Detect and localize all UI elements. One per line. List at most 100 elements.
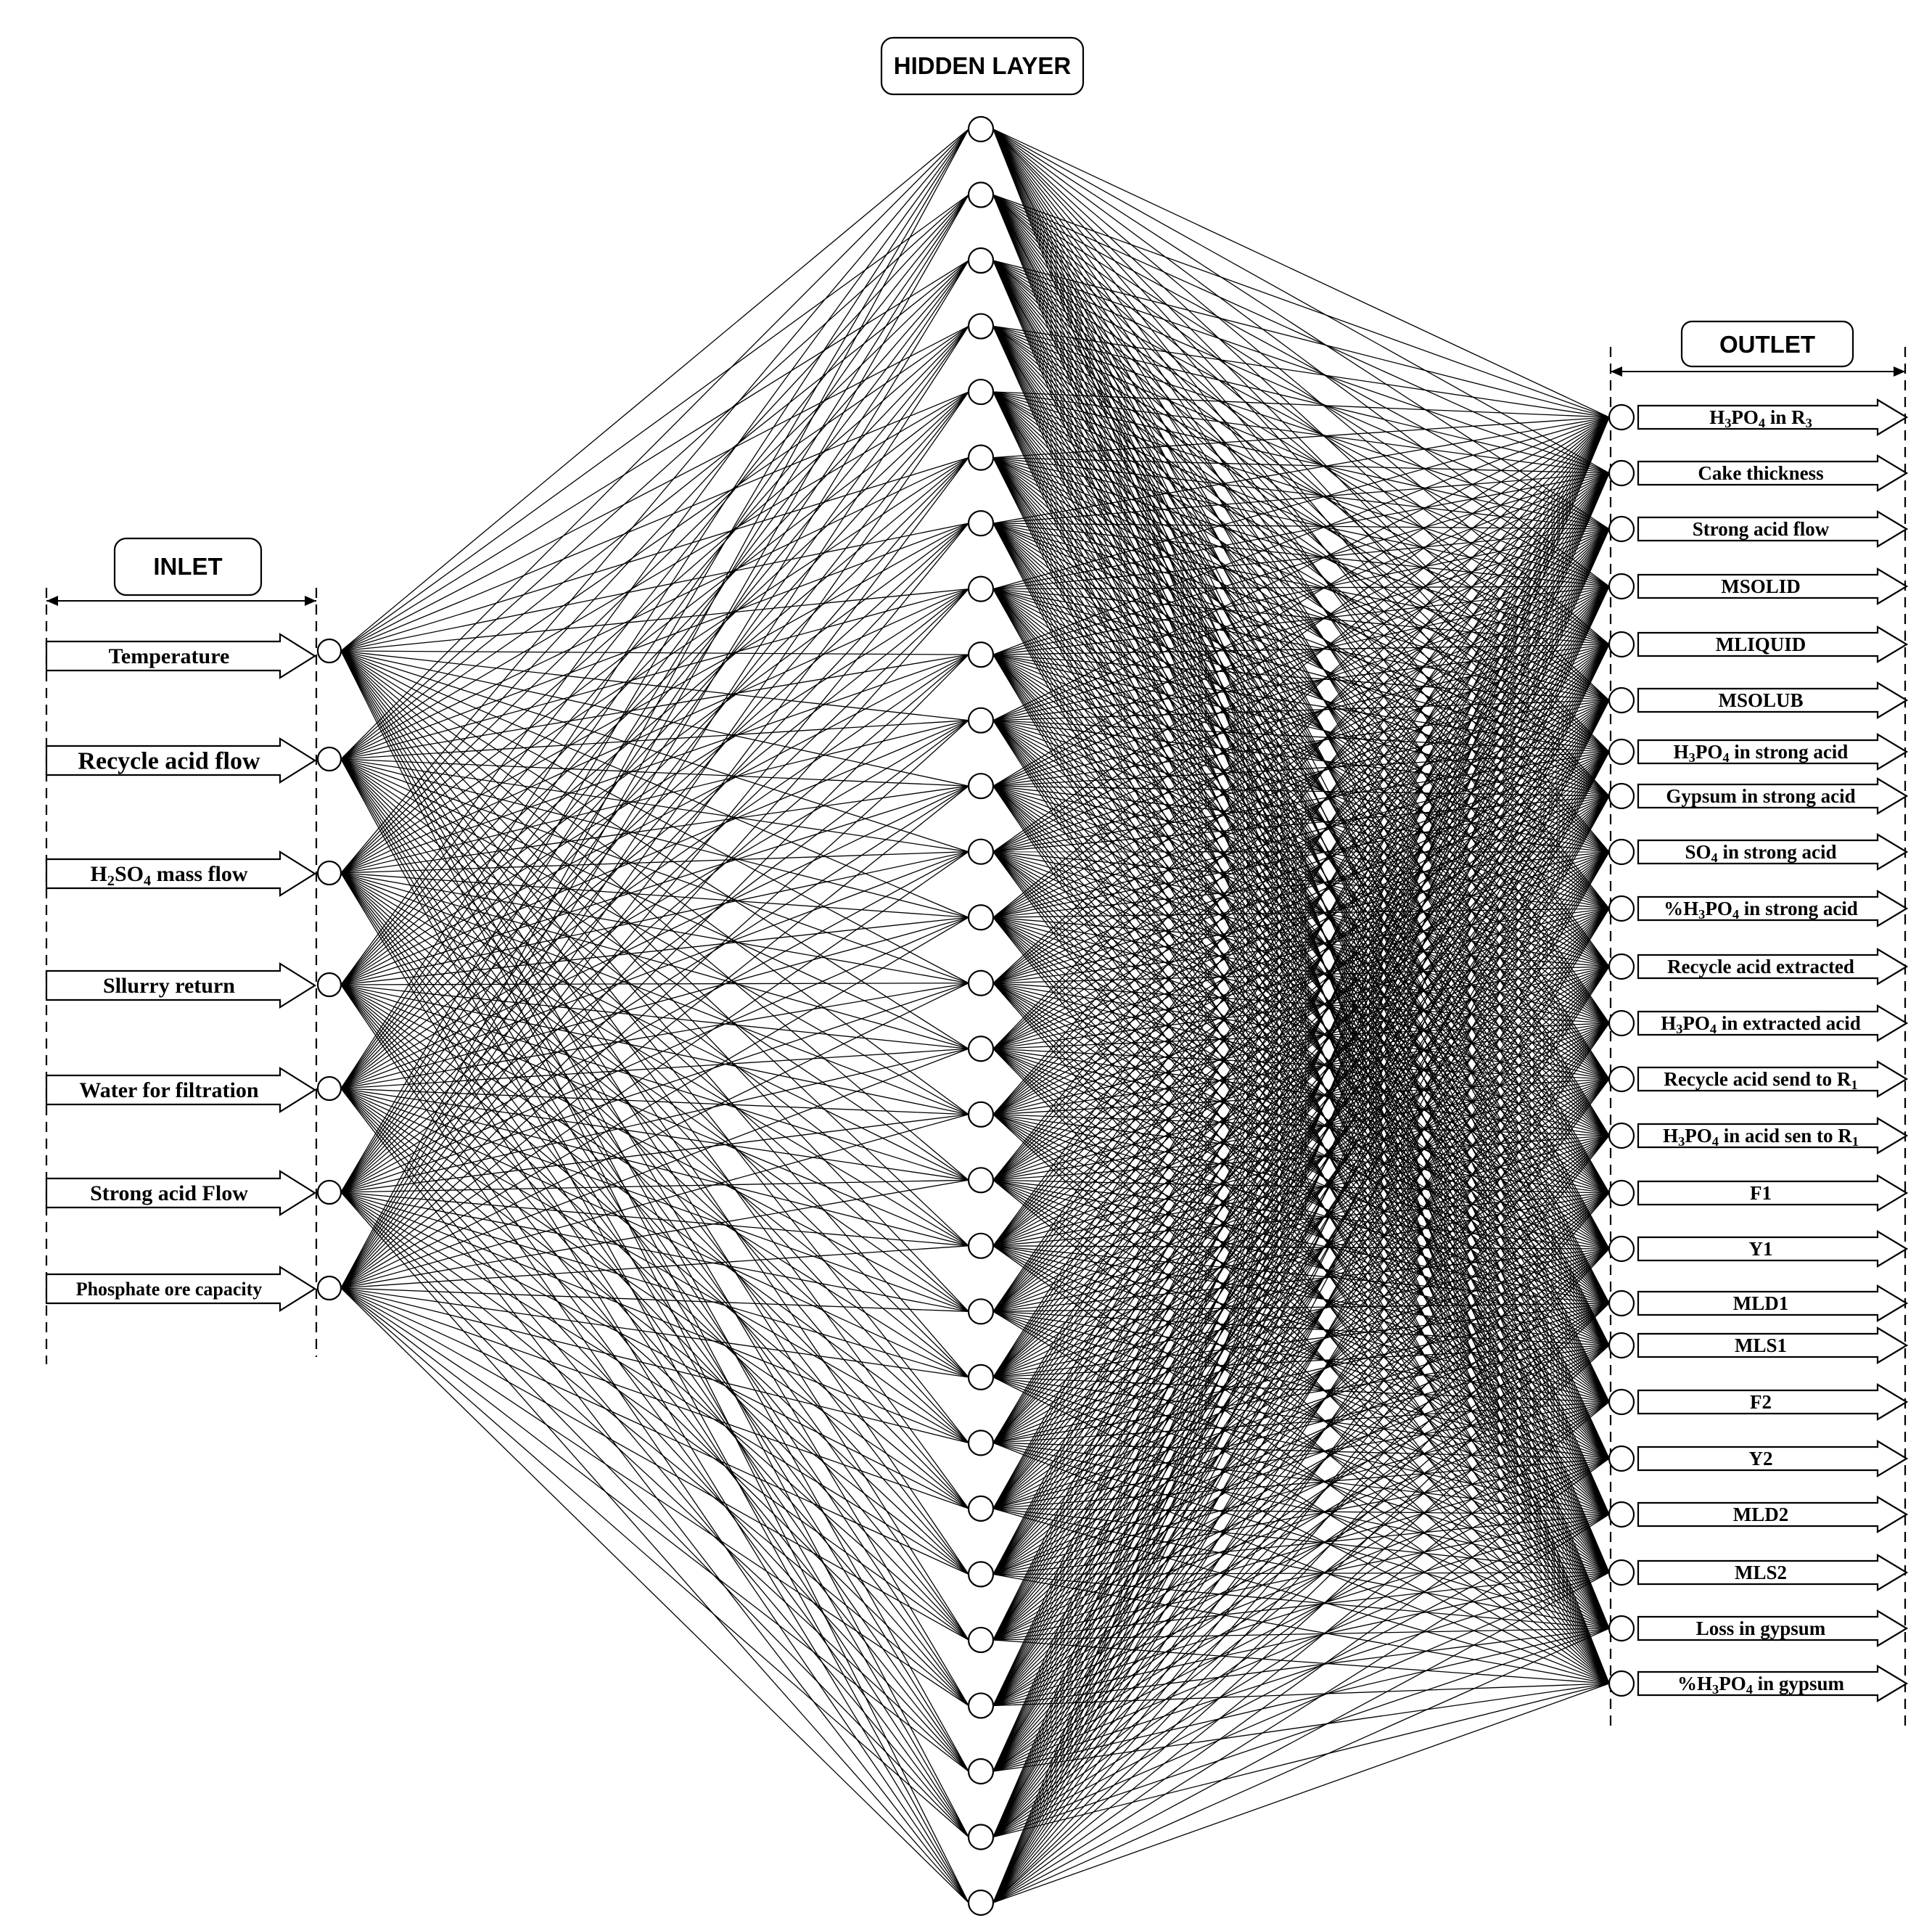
- edge-hidden-20-output-8: [992, 795, 1610, 1378]
- hidden-node-16: [967, 1101, 995, 1128]
- edge-hidden-28-output-13: [992, 1078, 1610, 1903]
- hidden-node-1: [967, 115, 995, 143]
- edge-input-3-hidden-25: [340, 872, 969, 1706]
- edge-hidden-5-output-3: [992, 391, 1610, 530]
- hidden-node-14: [967, 969, 995, 996]
- edge-hidden-19-output-5: [992, 644, 1610, 1312]
- edge-input-5-hidden-5: [340, 391, 969, 1089]
- input-node-5: [316, 1075, 342, 1102]
- edge-hidden-28-output-20: [992, 1458, 1610, 1903]
- edge-hidden-2-output-16: [992, 194, 1610, 1250]
- edge-input-3-hidden-7: [340, 522, 969, 874]
- edge-hidden-28-output-21: [992, 1514, 1610, 1903]
- outlet-label-3: Strong acid flow: [1693, 518, 1830, 540]
- edge-input-7-hidden-28: [340, 1287, 969, 1903]
- outlet-item-23: Loss in gypsum: [1637, 1610, 1909, 1647]
- edge-hidden-25-output-3: [992, 528, 1610, 1706]
- output-node-24: [1608, 1670, 1635, 1697]
- edge-input-1-hidden-13: [340, 650, 969, 918]
- edge-hidden-3-output-1: [992, 260, 1610, 418]
- edge-hidden-14-output-18: [992, 983, 1610, 1346]
- edge-hidden-19-output-12: [992, 1022, 1610, 1312]
- edge-hidden-28-output-15: [992, 1192, 1610, 1903]
- edge-hidden-14-output-9: [992, 851, 1610, 984]
- inlet-label-3: H2SO4 mass flow: [90, 862, 247, 889]
- edge-hidden-25-output-6: [992, 700, 1610, 1706]
- outlet-item-12: H3PO4 in extracted acid: [1637, 1004, 1909, 1042]
- edge-hidden-9-output-10: [992, 654, 1610, 909]
- edge-hidden-5-output-10: [992, 391, 1610, 909]
- edge-input-6-hidden-13: [340, 917, 969, 1193]
- outlet-arrows: H3PO4 in R3 Cake thickness Strong acid flo…: [1637, 398, 1909, 1702]
- edge-hidden-21-output-15: [992, 1192, 1610, 1443]
- edge-hidden-18-output-6: [992, 700, 1610, 1247]
- edge-hidden-26-output-3: [992, 528, 1610, 1772]
- edge-hidden-27-output-4: [992, 586, 1610, 1837]
- edge-hidden-28-output-16: [992, 1248, 1610, 1903]
- edge-hidden-28-output-12: [992, 1022, 1610, 1903]
- edge-hidden-19-output-6: [992, 700, 1610, 1312]
- edge-input-1-hidden-8: [340, 588, 969, 652]
- edge-hidden-21-output-11: [992, 966, 1610, 1443]
- outlet-arrow-19: [1637, 1383, 1909, 1421]
- edge-hidden-19-output-14: [992, 1135, 1610, 1312]
- edge-hidden-25-output-22: [992, 1572, 1610, 1707]
- inlet-item-3: H2SO4 mass flow: [45, 850, 317, 897]
- hidden-node-10: [967, 707, 995, 734]
- edge-hidden-6-output-16: [992, 457, 1610, 1250]
- edge-hidden-7-output-3: [992, 522, 1610, 530]
- edge-input-7-hidden-14: [340, 983, 969, 1289]
- edge-input-4-hidden-27: [340, 984, 969, 1837]
- edge-input-1-hidden-24: [340, 650, 969, 1641]
- edge-input-3-hidden-28: [340, 872, 969, 1903]
- edge-hidden-18-output-1: [992, 417, 1610, 1247]
- edge-hidden-7-output-15: [992, 522, 1610, 1194]
- edge-hidden-23-output-18: [992, 1345, 1610, 1575]
- edge-hidden-6-output-15: [992, 457, 1610, 1194]
- edge-input-5-hidden-11: [340, 785, 969, 1089]
- edge-input-4-hidden-7: [340, 522, 969, 985]
- outlet-arrow-1: [1637, 398, 1909, 436]
- edge-input-7-hidden-17: [340, 1179, 969, 1289]
- edge-hidden-6-output-10: [992, 457, 1610, 909]
- output-node-1: [1608, 403, 1635, 431]
- edge-hidden-25-output-10: [992, 908, 1610, 1706]
- edge-input-1-hidden-1: [340, 128, 969, 652]
- output-node-5: [1608, 631, 1635, 658]
- edge-input-5-hidden-6: [340, 457, 969, 1089]
- outlet-label-18: MLS1: [1735, 1334, 1787, 1356]
- output-node-2: [1608, 459, 1635, 487]
- outlet-item-6: MSOLUB: [1637, 681, 1909, 719]
- outlet-label-2: Cake thickness: [1698, 462, 1823, 484]
- network-connections: [340, 128, 1610, 1903]
- edge-hidden-4-output-10: [992, 326, 1610, 909]
- edge-hidden-26-output-2: [992, 472, 1610, 1772]
- outlet-item-19: F2: [1637, 1383, 1909, 1421]
- edge-hidden-21-output-5: [992, 644, 1610, 1443]
- edge-hidden-6-output-1: [992, 417, 1610, 459]
- outlet-item-22: MLS2: [1637, 1554, 1909, 1591]
- edge-input-1-hidden-3: [340, 260, 969, 652]
- input-node-4: [316, 972, 342, 998]
- edge-hidden-24-output-6: [992, 700, 1610, 1641]
- edge-input-3-hidden-19: [340, 872, 969, 1312]
- edge-input-3-hidden-8: [340, 589, 969, 874]
- edge-hidden-19-output-15: [992, 1192, 1610, 1312]
- edge-input-3-hidden-20: [340, 872, 969, 1378]
- outlet-item-2: Cake thickness: [1637, 454, 1909, 492]
- edge-hidden-20-output-18: [992, 1345, 1610, 1378]
- inlet-label-7: Phosphate ore capacity: [76, 1279, 263, 1300]
- edge-input-3-hidden-22: [340, 872, 969, 1509]
- outlet-arrow-6: [1637, 681, 1909, 719]
- edge-hidden-28-output-1: [992, 417, 1610, 1903]
- edge-input-5-hidden-18: [340, 1088, 969, 1247]
- hidden-node-27: [967, 1824, 995, 1850]
- edge-hidden-26-output-19: [992, 1401, 1610, 1772]
- edge-hidden-12-output-15: [992, 851, 1610, 1194]
- edge-hidden-22-output-2: [992, 472, 1610, 1509]
- output-node-22: [1608, 1559, 1635, 1586]
- outlet-arrow-11: [1637, 948, 1909, 985]
- edge-input-3-hidden-12: [340, 851, 969, 874]
- edge-hidden-19-output-1: [992, 417, 1610, 1312]
- edge-input-1-hidden-27: [340, 650, 969, 1837]
